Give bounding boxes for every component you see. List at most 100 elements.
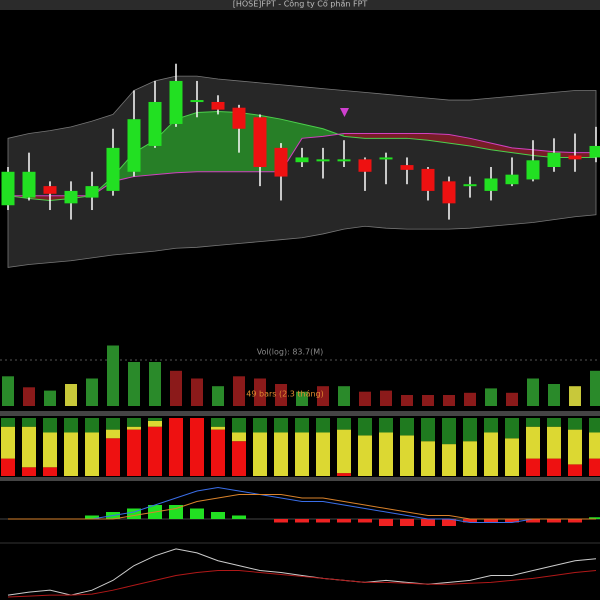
histogram-bar [85,515,99,519]
stack-segment [274,418,288,433]
cloud-segment [197,111,218,172]
macd-line [8,494,596,520]
stack-segment [379,418,393,433]
stack-segment [316,418,330,433]
stack-segment [85,418,99,433]
histogram-bar [400,519,414,526]
volume-bar [443,395,455,406]
stack-segment [148,426,162,476]
stack-segment [22,418,36,427]
stack-segment [148,418,162,421]
volume-bar [464,392,476,406]
volume-bar [317,386,329,406]
volume-title: Vol(log): 83.7(M) [257,348,324,357]
candle-body [253,117,267,167]
volume-bar [359,391,371,406]
indicator-line [7,548,597,596]
stack-segment [1,458,15,476]
histogram-bar [127,508,141,519]
candle-body [274,147,288,177]
stack-segment [484,432,498,476]
span-a-line [7,111,596,201]
stack-segment [505,418,519,439]
stack-segment [526,418,540,427]
stack-segment [337,418,351,430]
candle-body [169,80,183,124]
stack-segment [442,444,456,476]
stack-segment [526,458,540,476]
volume-bar [65,384,77,406]
histogram-bar [442,519,456,526]
volume-bar [485,388,497,406]
candle-body [232,107,246,129]
indicator-line [7,570,597,598]
window-title: [HOSE]FPT - Công ty Cổ phần FPT [233,0,368,9]
candle-body [22,171,36,198]
cloud-segment [386,133,407,139]
stack-segment [442,418,456,445]
histogram-bar [316,519,330,523]
candle-body [127,119,141,172]
stack-segment [568,464,582,476]
volume-bar [590,370,600,406]
histogram-bar [169,505,183,519]
stack-segment [253,432,267,476]
volume-bar [569,386,581,406]
volume-bar [401,395,413,406]
volume-bar [212,386,224,406]
candle-body [358,159,372,172]
candle-body [568,155,582,160]
stack-segment [421,441,435,476]
stack-segment [463,418,477,442]
stack-segment [127,429,141,476]
stack-segment [568,418,582,430]
histogram-bar [568,519,582,523]
stack-segment [568,429,582,465]
volume-bar [506,392,518,406]
volume-bar [23,387,35,406]
stack-segment [106,438,120,476]
stack-segment [43,432,57,468]
stack-segment [589,418,600,433]
candle-body [1,171,15,206]
stack-segment [22,467,36,476]
candle-body [442,181,456,204]
volume-bar [44,390,56,406]
stack-segment [64,418,78,433]
stack-segment [274,432,288,476]
panels: Vol(log): 83.7(M) 49 bars (2.3 tháng) [0,63,600,598]
stack-segment [211,429,225,476]
histogram-bar [295,519,309,523]
stack-segment [106,418,120,430]
candle-body [400,165,414,170]
histogram-bar [211,512,225,519]
volume-bar [548,384,560,406]
candle-body [484,178,498,191]
histogram-bar [484,519,498,523]
stack-segment [43,467,57,476]
volume-bar [86,378,98,406]
stack-segment [64,432,78,476]
histogram-bar [274,519,288,523]
candle-body [85,186,99,198]
stack-segment [484,418,498,433]
stack-segment [232,432,246,442]
volume-bar [338,386,350,406]
candle-body [190,100,204,103]
stack-segment [43,418,57,433]
histogram-bar [526,519,540,523]
histogram-bar [547,519,561,523]
candle-body [379,157,393,160]
stack-segment [148,420,162,427]
candle-body [463,184,477,187]
candle-body [43,186,57,194]
stack-segment [1,418,15,427]
candle-body [505,174,519,185]
candle-body [295,157,309,163]
candle-body [106,147,120,191]
stack-segment [400,435,414,476]
signal-marker [340,108,349,117]
histogram-bar [589,517,600,519]
span-b-line [8,133,596,197]
